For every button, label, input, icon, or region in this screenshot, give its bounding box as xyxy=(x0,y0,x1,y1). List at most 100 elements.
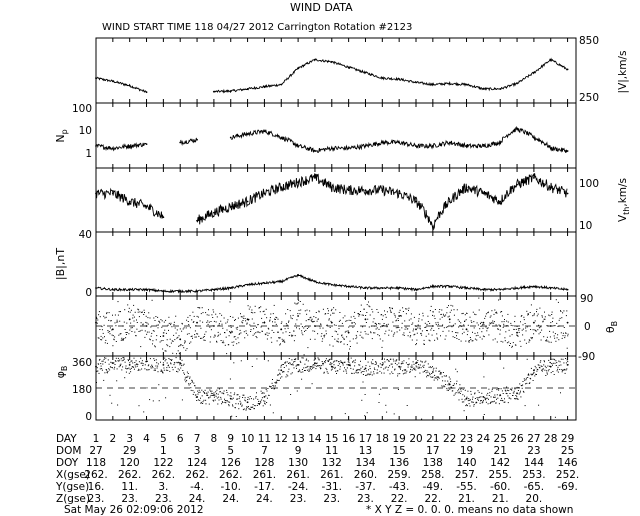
scatter-dot xyxy=(490,323,492,325)
scatter-dot xyxy=(345,320,347,322)
scatter-dot xyxy=(405,372,407,374)
scatter-dot xyxy=(155,359,157,361)
scatter-dot xyxy=(232,344,234,346)
scatter-dot xyxy=(357,369,359,371)
scatter-dot xyxy=(333,324,335,326)
scatter-dot xyxy=(354,365,356,367)
scatter-dot xyxy=(515,398,517,400)
scatter-dot xyxy=(371,363,373,365)
scatter-dot xyxy=(528,341,530,343)
scatter-dot xyxy=(249,306,251,308)
scatter-dot xyxy=(479,402,481,404)
scatter-dot xyxy=(102,360,104,362)
scatter-dot xyxy=(369,306,371,308)
scatter-dot xyxy=(164,329,166,331)
scatter-dot xyxy=(347,358,349,360)
scatter-dot xyxy=(114,314,116,316)
scatter-dot xyxy=(242,322,244,324)
scatter-dot xyxy=(100,339,102,341)
scatter-dot xyxy=(543,318,545,320)
scatter-dot xyxy=(431,327,433,329)
scatter-dot xyxy=(201,337,203,339)
scatter-dot xyxy=(418,313,420,315)
scatter-dot xyxy=(547,365,549,367)
scatter-dot xyxy=(526,358,528,360)
scatter-dot xyxy=(544,369,546,371)
scatter-dot xyxy=(485,315,487,317)
scatter-dot xyxy=(496,398,497,400)
scatter-dot xyxy=(435,322,437,324)
data-point-b xyxy=(482,321,485,324)
scatter-dot xyxy=(300,309,302,311)
scatter-dot xyxy=(120,333,122,335)
scatter-dot xyxy=(408,307,410,309)
scatter-dot xyxy=(474,332,476,334)
scatter-dot xyxy=(296,327,297,329)
scatter-dot xyxy=(380,366,382,368)
scatter-dot xyxy=(314,325,316,327)
scatter-dot xyxy=(536,374,537,375)
scatter-dot xyxy=(408,309,409,311)
scatter-dot xyxy=(413,369,415,371)
scatter-dot xyxy=(224,398,225,400)
scatter-dot xyxy=(105,316,107,318)
scatter-dot xyxy=(451,326,453,328)
scatter-dot xyxy=(212,309,214,311)
scatter-dot xyxy=(330,314,332,316)
scatter-dot xyxy=(132,314,134,316)
scatter-dot xyxy=(191,335,193,337)
scatter-dot xyxy=(380,388,382,390)
scatter-dot xyxy=(372,311,374,313)
scatter-dot xyxy=(120,311,121,313)
scatter-dot xyxy=(566,368,568,370)
scatter-dot xyxy=(284,362,286,364)
scatter-dot xyxy=(442,386,444,388)
scatter-dot xyxy=(475,335,477,337)
scatter-dot xyxy=(470,338,472,340)
scatter-dot xyxy=(530,373,532,375)
scatter-dot xyxy=(464,399,466,401)
scatter-dot xyxy=(298,369,300,371)
scatter-dot xyxy=(321,340,323,342)
scatter-dot xyxy=(472,311,474,313)
scatter-dot xyxy=(370,332,372,334)
scatter-dot xyxy=(478,309,480,311)
scatter-dot xyxy=(220,398,222,400)
scatter-dot xyxy=(533,333,535,335)
scatter-dot xyxy=(274,385,276,387)
scatter-dot xyxy=(474,313,476,315)
scatter-dot xyxy=(254,405,256,407)
scatter-dot xyxy=(362,381,364,383)
scatter-dot xyxy=(305,329,307,331)
scatter-dot xyxy=(127,368,129,370)
scatter-dot xyxy=(240,332,242,334)
day-cell: 14 xyxy=(308,433,322,445)
scatter-dot xyxy=(332,312,334,314)
scatter-dot xyxy=(485,397,487,399)
series-line-v xyxy=(95,57,568,94)
scatter-dot xyxy=(240,402,242,404)
scatter-dot xyxy=(488,398,489,400)
scatter-dot xyxy=(523,316,525,318)
data-point-b xyxy=(347,363,350,366)
scatter-dot xyxy=(312,321,313,323)
scatter-dot xyxy=(561,337,563,339)
scatter-dot xyxy=(447,316,449,318)
scatter-dot xyxy=(423,343,425,345)
scatter-dot xyxy=(509,335,511,337)
scatter-dot xyxy=(349,346,351,347)
scatter-dot xyxy=(430,367,432,369)
scatter-dot xyxy=(551,358,553,360)
scatter-dot xyxy=(399,329,401,331)
scatter-dot xyxy=(297,302,299,304)
scatter-dot xyxy=(242,317,244,319)
scatter-dot xyxy=(393,360,395,362)
scatter-dot xyxy=(272,379,273,380)
scatter-dot xyxy=(445,326,447,328)
scatter-dot xyxy=(494,338,496,340)
scatter-dot xyxy=(103,379,105,381)
scatter-dot xyxy=(209,341,211,343)
scatter-dot xyxy=(563,327,565,328)
scatter-dot xyxy=(333,360,335,362)
